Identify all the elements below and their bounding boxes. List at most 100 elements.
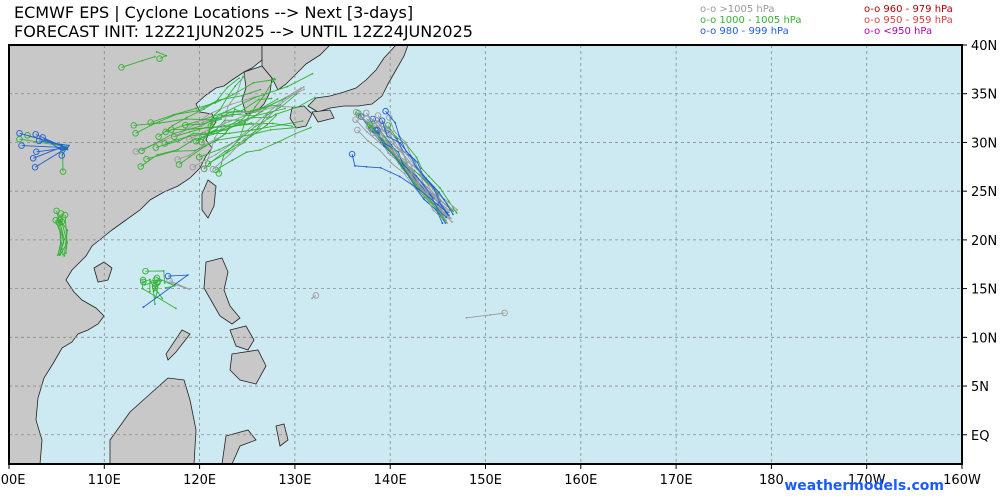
track-east-japan-start-marker — [354, 126, 361, 134]
track-southwest-china-point — [66, 148, 69, 151]
land-layer — [9, 45, 409, 464]
track-north-china-start-marker — [118, 64, 125, 71]
track-vietnam-start-marker — [56, 216, 64, 224]
track-east-china-point — [215, 128, 218, 131]
track-east-china-point — [292, 106, 295, 108]
track-east-japan-point — [445, 216, 448, 219]
track-east-china-point — [282, 100, 285, 103]
track-east-japan-point — [396, 137, 398, 140]
track-east-china-point — [229, 111, 232, 114]
track-east-china-point — [242, 141, 245, 144]
track-east-china-point — [252, 122, 254, 125]
track-east-japan-point — [442, 201, 444, 204]
track-east-china-point — [172, 132, 175, 135]
lon-tick-label: 160E — [564, 473, 597, 488]
track-east-japan-point — [386, 135, 389, 138]
track-east-japan-point — [399, 156, 402, 159]
track-east-china-point — [204, 145, 207, 147]
track-isolated-start-marker — [312, 292, 320, 299]
track-east-japan-point — [408, 167, 410, 170]
track-east-japan-point — [425, 181, 428, 183]
taiwan-land — [201, 179, 217, 219]
track-east-china-point — [251, 129, 254, 131]
track-isolated-start-marker — [501, 309, 508, 317]
track-east-japan-point — [388, 143, 391, 146]
track-south-china-sea-point — [188, 288, 191, 291]
track-vietnam-point — [65, 252, 67, 255]
lat-tick-label: 40N — [971, 39, 997, 54]
track-east-china-point — [311, 72, 314, 75]
track-east-japan-point — [432, 188, 434, 191]
track-east-china-point — [188, 156, 191, 158]
track-east-japan-point — [393, 144, 396, 147]
track-east-japan-start-marker — [366, 121, 374, 128]
track-southwest-china-start-marker — [18, 142, 25, 149]
cyclone-tracks-layer — [16, 50, 508, 319]
lon-tick-label: 150E — [469, 473, 502, 488]
track-east-japan-point — [414, 165, 417, 168]
track-east-china-point — [252, 124, 255, 127]
track-east-japan-point — [435, 209, 437, 211]
track-east-japan-point — [394, 121, 397, 124]
track-east-china-point — [185, 116, 188, 119]
track-east-japan-point — [443, 198, 446, 201]
track-vietnam-point — [59, 241, 62, 244]
track-east-china-point — [240, 109, 243, 112]
track-vietnam-start-marker — [61, 211, 69, 219]
track-east-japan-point — [452, 213, 454, 216]
track-east-japan-point — [446, 211, 449, 214]
track-east-china-start-marker — [152, 144, 160, 151]
track-east-china-point — [178, 133, 181, 135]
legend-item-960-979: o-o 960 - 979 hPa — [864, 4, 953, 15]
track-east-china-point — [225, 110, 228, 113]
track-east-japan-point — [404, 169, 407, 172]
track-east-china-point — [214, 153, 217, 156]
track-south-china-sea-point — [162, 270, 165, 272]
track-east-japan-point — [415, 156, 418, 159]
track-east-china-point — [241, 94, 244, 97]
track-east-japan-point — [425, 195, 427, 198]
track-east-china-point — [216, 118, 219, 121]
track-east-china-point — [184, 118, 187, 120]
track-vietnam-point — [63, 238, 66, 240]
track-southwest-china-point — [60, 143, 63, 146]
track-south-china-sea-point — [164, 287, 167, 289]
track-east-china-point — [295, 93, 298, 96]
track-east-china-point — [246, 119, 249, 122]
track-east-japan-point — [383, 136, 386, 138]
track-east-japan-point — [354, 164, 356, 167]
track-east-china-point — [235, 93, 238, 96]
track-east-china-point — [189, 153, 191, 156]
track-southwest-china-start-marker — [24, 132, 31, 139]
track-east-china-point — [211, 126, 214, 129]
track-southwest-china-start-marker — [58, 152, 66, 159]
track-east-japan-point — [398, 159, 400, 161]
track-east-japan-point — [432, 209, 435, 212]
track-east-china-point — [194, 149, 196, 152]
track-east-china-point — [168, 142, 171, 145]
lat-tick-label: 35N — [971, 88, 997, 103]
legend-item-950-959: o-o 950 - 959 hPa — [864, 15, 953, 26]
track-east-japan-point — [438, 201, 441, 204]
track-south-china-sea-start-marker — [164, 272, 172, 280]
track-east-china-point — [253, 115, 256, 117]
track-east-china-point — [238, 138, 241, 141]
track-east-japan-point — [398, 175, 401, 178]
lon-tick-label: 100E — [0, 473, 26, 488]
track-east-japan-point — [451, 221, 453, 223]
track-east-japan-point — [393, 141, 396, 144]
track-east-china-point — [224, 150, 226, 153]
track-east-japan-point — [390, 162, 393, 164]
track-east-china-point — [229, 103, 232, 106]
track-east-japan-point — [432, 193, 435, 196]
track-vietnam-point — [62, 253, 64, 256]
track-east-china-point — [156, 153, 159, 156]
track-east-china-start-marker — [132, 130, 139, 137]
track-east-china-point — [264, 106, 267, 109]
track-east-japan-point — [398, 135, 401, 138]
track-south-china-sea-point — [142, 306, 145, 308]
track-east-china-point — [214, 139, 217, 142]
track-east-japan-point — [446, 222, 449, 224]
track-east-china-point — [244, 121, 246, 124]
track-east-china-point — [254, 96, 257, 99]
